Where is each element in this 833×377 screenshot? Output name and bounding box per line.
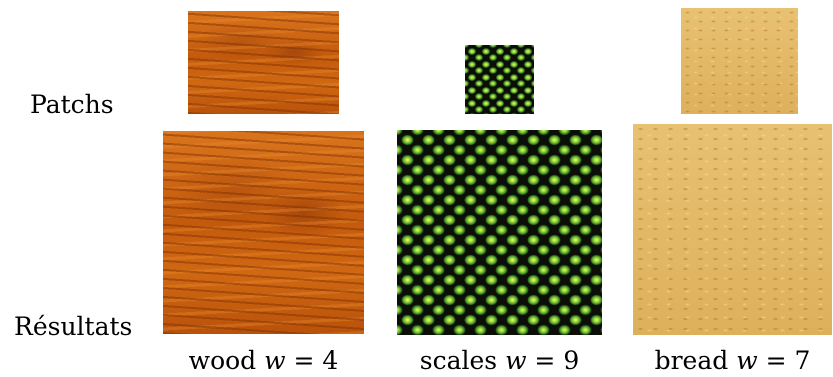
caption-scales-name: scales [419, 346, 498, 375]
caption-scales: scales w = 9 [392, 348, 607, 373]
caption-bread-eq: = [765, 346, 787, 375]
caption-bread-value: 7 [794, 346, 811, 375]
wood-patch-image [188, 11, 339, 114]
caption-wood-name: wood [188, 346, 257, 375]
scales-patch-image [465, 45, 534, 114]
caption-scales-var: w [505, 346, 527, 375]
caption-scales-eq: = [534, 346, 556, 375]
caption-wood-var: w [264, 346, 286, 375]
caption-wood-eq: = [293, 346, 315, 375]
bread-result-image [633, 124, 832, 335]
caption-scales-value: 9 [563, 346, 580, 375]
row-label-patchs: Patchs [30, 90, 114, 119]
wood-result-image [163, 131, 364, 334]
caption-wood: wood w = 4 [163, 348, 364, 373]
bread-patch-image [681, 8, 798, 114]
row-label-resultats: Résultats [14, 312, 133, 341]
caption-bread-var: w [736, 346, 758, 375]
caption-wood-value: 4 [322, 346, 339, 375]
caption-bread-name: bread [654, 346, 729, 375]
caption-bread: bread w = 7 [633, 348, 832, 373]
scales-result-image [397, 130, 602, 335]
